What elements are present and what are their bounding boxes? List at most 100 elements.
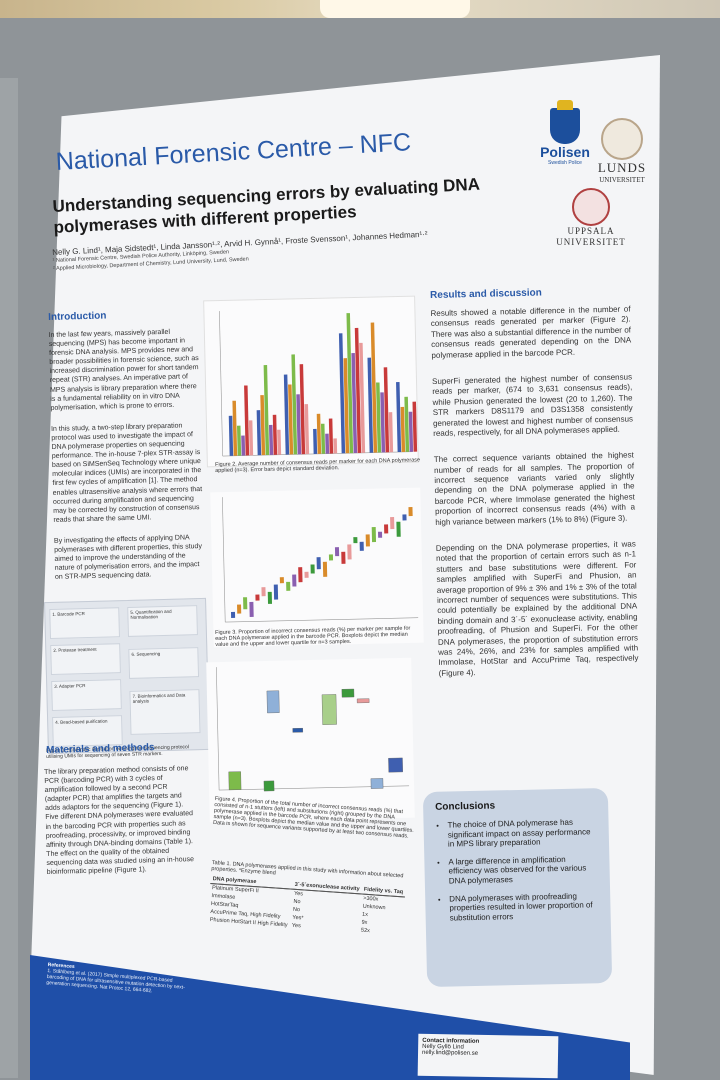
workflow-step: 7. Bioinformatics and Data analysis [129,689,201,735]
methods-text: The library preparation method consists … [44,765,195,876]
chart-bar [291,354,298,455]
chart-bar [376,382,382,453]
list-item: A large difference in amplification effi… [448,854,598,886]
results-paragraph-1: Results showed a notable difference in t… [430,304,632,360]
uppsala-name: UPPSALA [567,226,615,236]
chart-box [292,574,297,587]
figure-2-plot [219,311,422,457]
chart-box [243,597,248,610]
lund-name: LUNDS [597,160,647,175]
chart-box [341,551,346,564]
workflow-step: 3. Adapter PCR [51,679,122,711]
chart-bar [316,413,322,454]
chart-bar [228,415,234,456]
chart-bar [260,395,266,456]
chart-bar [328,418,334,454]
chart-box [261,587,266,597]
results-paragraph-2: SuperFi generated the highest number of … [431,372,634,438]
polisen-wordmark: Polisen [540,144,590,160]
chart-box [316,557,321,570]
chart-bar [232,400,238,456]
chart-box [328,554,334,561]
chart-bar [333,438,338,454]
chart-bar [354,327,362,453]
chart-bar [400,406,406,452]
chart-bar [256,410,262,456]
chart-bar [241,435,246,456]
intro-paragraph-3: By investigating the effects of applying… [53,534,203,582]
figure-4-boxplot [206,657,415,823]
figure-3-plot [222,497,419,623]
chart-box [322,561,328,577]
workflow-step: 4. Bead-based purification [52,715,123,747]
uppsala-logo: UPPSALA UNIVERSITET [556,188,626,248]
chart-box [402,514,407,521]
chart-bar [370,322,378,453]
chart-box [263,780,275,792]
chart-box [286,581,291,591]
chart-box [321,694,337,725]
chart-bar [277,429,282,455]
chart-bar [320,423,326,454]
chart-bar [272,414,278,455]
list-item: The choice of DNA polymerase has signifi… [447,817,597,849]
chart-box [267,591,273,604]
uppsala-seal-icon [572,188,610,226]
chart-box [356,698,370,704]
chart-box [304,571,309,578]
figure-4-plot [216,667,410,792]
chart-bar [288,384,294,455]
uppsala-subtitle: UNIVERSITET [556,236,626,247]
chart-box [292,727,304,733]
chart-box [228,771,242,791]
results-paragraph-3: The correct sequence variants obtained t… [433,450,636,527]
chart-bar [388,412,394,453]
list-item: DNA polymerases with proofreading proper… [449,891,599,923]
chart-box [384,524,389,534]
results-paragraph-4: Depending on the DNA polymerase properti… [435,539,639,678]
board-edge [0,78,18,1078]
intro-paragraph-1: In the last few years, massively paralle… [48,328,199,412]
lund-logo: LUNDS UNIVERSITET [592,118,652,184]
chart-bar [351,352,358,454]
conclusions-box: Conclusions The choice of DNA polymerase… [422,787,613,988]
chart-bar [299,364,306,455]
introduction-section: Introduction In the last few years, mass… [48,308,205,594]
chart-bar [343,358,350,454]
table-1: Table 1. DNA polymerases applied in this… [208,860,407,937]
results-section: Results and discussion Results showed a … [430,285,639,695]
window-light [320,0,470,18]
workflow-step: 6. Sequencing [128,647,200,679]
chart-bar [412,401,418,452]
chart-box [378,531,383,538]
chart-bar [383,367,390,453]
chart-box [365,534,370,547]
lund-seal-icon [601,118,643,160]
chart-box [310,564,315,574]
polisen-logo: Polisen Swedish Police [535,100,595,166]
chart-box [359,541,364,551]
chart-box [273,584,279,600]
conclusions-list: The choice of DNA polymerase has signifi… [435,817,598,923]
chart-bar [338,333,346,454]
contact-box: Contact information Nelly Gyllö Lind nel… [417,1033,559,1079]
chart-bar [304,404,310,455]
workflow-step: 1. Barcode PCR [49,607,120,640]
chart-bar [404,396,410,452]
chart-bar [367,357,374,453]
chart-box [388,757,403,773]
police-crest-icon [550,100,580,144]
chart-bar [380,392,386,453]
figure-3-boxplot [210,487,424,648]
polisen-subtitle: Swedish Police [548,160,582,166]
chart-box [279,577,284,584]
chart-bar [236,425,242,456]
chart-box [230,611,236,618]
chart-bar [296,394,302,455]
chart-box [396,521,401,537]
chart-box [334,547,340,557]
chart-box [353,537,358,544]
workflow-step: 5. Quantification and Normalisation [127,605,198,637]
contact-email: nelly.lind@polisen.se [421,1049,479,1057]
chart-box [390,517,395,530]
